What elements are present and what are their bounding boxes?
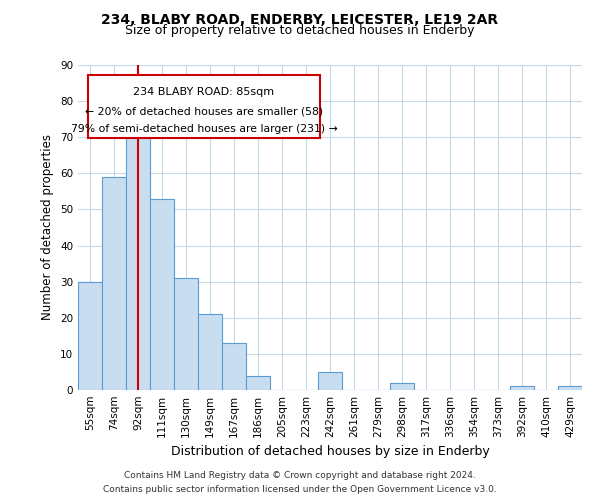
Bar xyxy=(246,376,270,390)
Bar xyxy=(126,123,150,390)
Bar xyxy=(102,177,126,390)
Text: Contains HM Land Registry data © Crown copyright and database right 2024.: Contains HM Land Registry data © Crown c… xyxy=(124,472,476,480)
Bar xyxy=(78,282,102,390)
FancyBboxPatch shape xyxy=(88,74,320,138)
Text: 79% of semi-detached houses are larger (231) →: 79% of semi-detached houses are larger (… xyxy=(71,124,337,134)
Bar xyxy=(150,198,174,390)
Bar xyxy=(318,372,342,390)
Text: 234 BLABY ROAD: 85sqm: 234 BLABY ROAD: 85sqm xyxy=(133,88,275,98)
Bar xyxy=(558,386,582,390)
Bar xyxy=(174,278,198,390)
Bar xyxy=(198,314,222,390)
X-axis label: Distribution of detached houses by size in Enderby: Distribution of detached houses by size … xyxy=(170,446,490,458)
Text: Size of property relative to detached houses in Enderby: Size of property relative to detached ho… xyxy=(125,24,475,37)
Bar xyxy=(510,386,534,390)
Text: Contains public sector information licensed under the Open Government Licence v3: Contains public sector information licen… xyxy=(103,484,497,494)
Text: ← 20% of detached houses are smaller (58): ← 20% of detached houses are smaller (58… xyxy=(85,106,323,117)
Bar xyxy=(222,343,246,390)
Bar xyxy=(390,383,414,390)
Y-axis label: Number of detached properties: Number of detached properties xyxy=(41,134,55,320)
Text: 234, BLABY ROAD, ENDERBY, LEICESTER, LE19 2AR: 234, BLABY ROAD, ENDERBY, LEICESTER, LE1… xyxy=(101,12,499,26)
